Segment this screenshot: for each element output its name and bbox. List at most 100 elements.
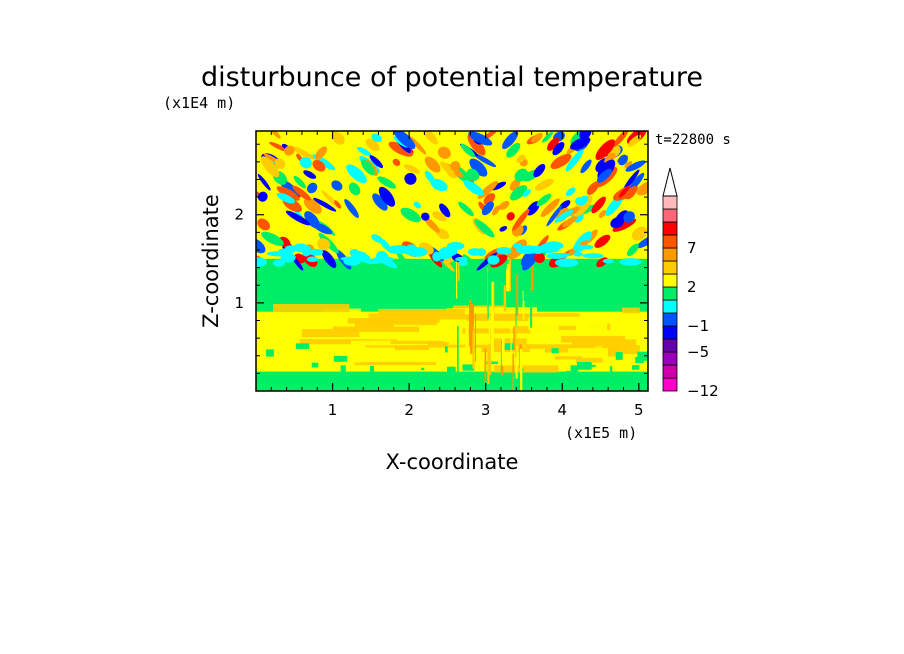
field-blob	[321, 250, 337, 268]
field-blob	[627, 134, 642, 147]
field-vstreak	[472, 330, 475, 369]
field-blob	[276, 192, 295, 204]
field-vstreak	[503, 285, 507, 312]
field-blob	[565, 149, 584, 172]
colorbar-swatch	[662, 312, 678, 327]
field-blob	[597, 168, 612, 183]
field-pocket	[370, 365, 374, 374]
field-vstreak	[515, 346, 518, 379]
field-blob	[565, 187, 576, 197]
field-cyan	[542, 245, 560, 250]
field-blob	[622, 169, 640, 192]
field-blob	[512, 209, 530, 231]
field-cyan	[273, 259, 285, 267]
field-pocket	[266, 349, 274, 357]
x-tick-label: 5	[634, 401, 644, 419]
field-blob	[516, 154, 526, 163]
x-axis-title: X-coordinate	[386, 450, 519, 474]
field-streak	[576, 357, 604, 363]
field-blob	[432, 211, 447, 222]
field-blob	[624, 161, 633, 168]
field-cyan	[476, 248, 487, 257]
field-blob	[378, 186, 396, 207]
field-streak	[301, 329, 360, 338]
field-blob	[424, 156, 441, 173]
field-blob	[618, 186, 630, 198]
field-streak	[512, 313, 580, 317]
colorbar-swatch	[662, 195, 678, 210]
field-feature	[552, 141, 565, 156]
x-tick-label: 2	[404, 401, 414, 419]
field-blob	[269, 141, 289, 152]
field-vstreak	[488, 327, 492, 376]
field-feature	[625, 186, 638, 200]
field-blob	[331, 131, 345, 145]
field-blob	[276, 186, 300, 201]
field-streak	[602, 345, 619, 353]
field-blob	[423, 216, 440, 233]
field-blob	[291, 146, 316, 160]
field-cyan	[512, 242, 522, 249]
field-blob	[474, 219, 495, 238]
field-cyan	[554, 258, 579, 268]
field-streak	[299, 339, 371, 345]
field-feature	[586, 181, 599, 195]
field-streak	[466, 313, 529, 322]
field-pocket	[609, 366, 613, 373]
field-pocket	[429, 384, 445, 389]
field-blob	[450, 161, 461, 172]
colorbar-swatch	[662, 208, 678, 223]
field-streak	[511, 344, 576, 355]
field-cyan	[278, 248, 296, 254]
field-blob	[509, 185, 528, 201]
field-plot	[256, 131, 648, 391]
field-blob	[591, 196, 606, 214]
field-cyan	[582, 253, 604, 259]
field-vstreak	[458, 260, 460, 281]
colorbar-swatch	[662, 221, 678, 236]
field-pocket	[368, 375, 371, 379]
field-cyan	[308, 248, 324, 256]
colorbar-swatch	[662, 299, 678, 314]
field-streak	[347, 351, 423, 361]
field-blob	[269, 131, 281, 139]
field-blob	[369, 155, 383, 169]
field-cyan	[406, 244, 417, 252]
field-blob	[404, 172, 417, 185]
field-streak	[426, 314, 505, 320]
field-blob	[492, 205, 501, 216]
field-vstreak	[522, 290, 525, 320]
field-cyan	[515, 245, 540, 255]
field-blob	[499, 225, 508, 232]
field-vstreak	[465, 325, 469, 364]
field-streak	[378, 308, 465, 316]
field-blob	[481, 201, 494, 216]
field-blob	[598, 210, 607, 218]
colorbar-swatch	[662, 247, 678, 262]
field-blob	[522, 189, 531, 197]
field-blob	[625, 160, 646, 172]
field-pocket	[606, 377, 623, 382]
colorbar-swatch	[662, 260, 678, 275]
field-pocket	[302, 379, 319, 385]
field-cyan	[432, 251, 442, 262]
field-vstreak	[523, 265, 526, 301]
field-blob	[317, 238, 331, 251]
field-streak	[617, 345, 640, 355]
field-blob	[610, 216, 625, 229]
field-vstreak	[455, 258, 458, 299]
field-pocket	[501, 343, 515, 350]
colorbar-swatch	[662, 273, 678, 288]
field-vstreak	[474, 313, 476, 363]
field-streak	[601, 351, 621, 357]
field-pocket	[462, 364, 475, 371]
field-blob	[636, 181, 648, 196]
field-vstreak	[501, 337, 505, 366]
field-blob	[440, 161, 455, 176]
field-blob	[604, 152, 616, 164]
field-blob	[365, 138, 380, 152]
field-vstreak	[457, 326, 459, 372]
field-blob	[462, 254, 476, 268]
colorbar-label: 7	[687, 239, 697, 257]
field-vstreak	[487, 350, 490, 384]
